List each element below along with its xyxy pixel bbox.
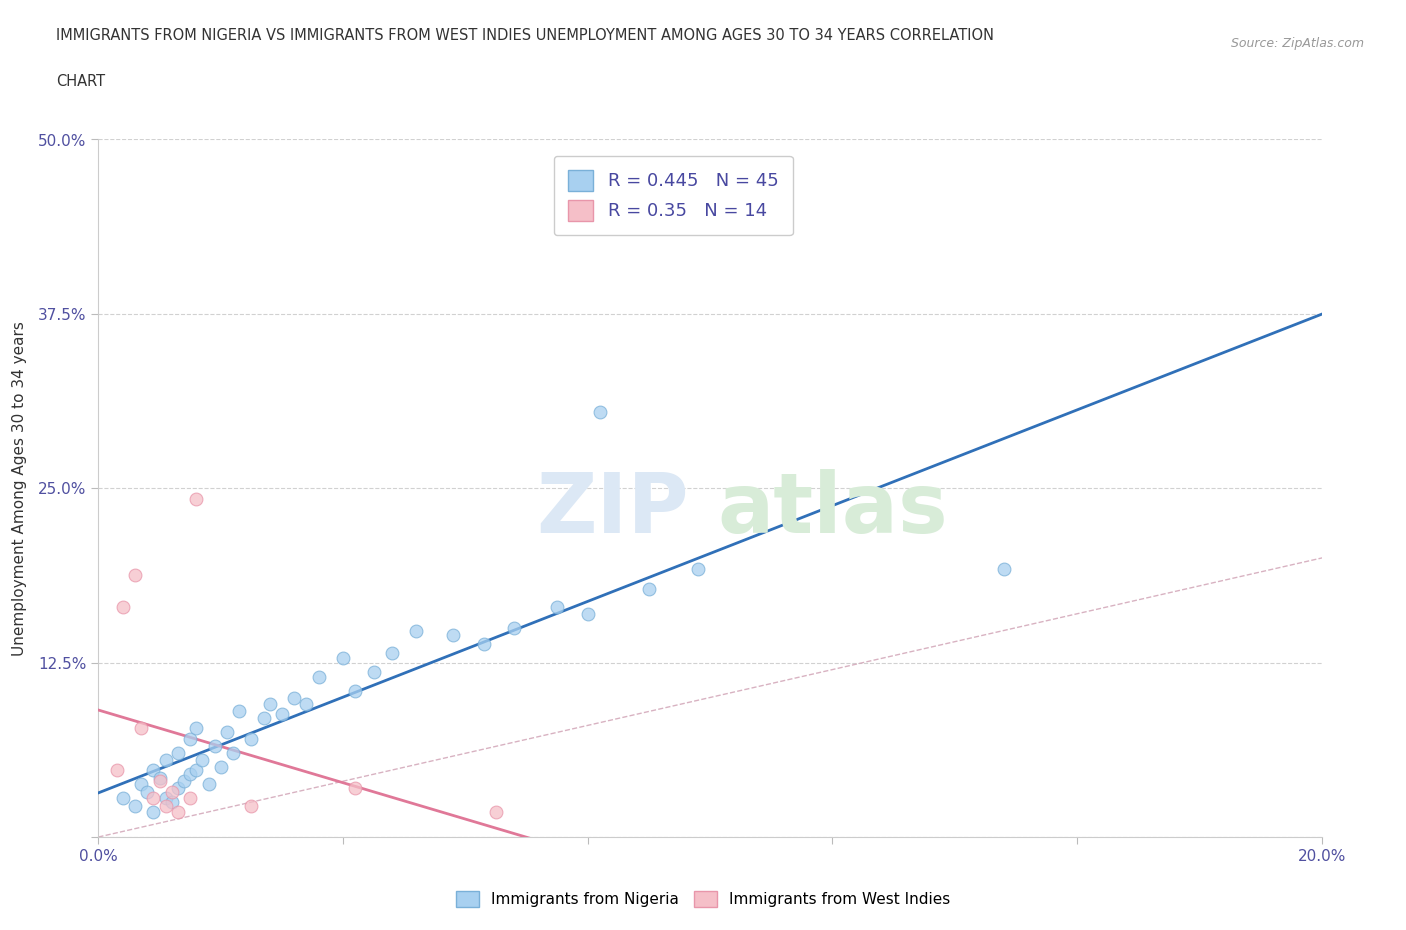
Point [155,799,177,814]
Point [308,670,330,684]
Legend: R = 0.445   N = 45, R = 0.35   N = 14: R = 0.445 N = 45, R = 0.35 N = 14 [554,155,793,235]
Point [179,732,201,747]
Point [259,698,281,712]
Point [129,777,152,791]
Point [167,781,190,796]
Point [993,562,1015,577]
Point [179,766,201,781]
Point [167,746,190,761]
Point [186,763,208,777]
Point [136,785,159,800]
Point [191,753,214,768]
Y-axis label: Unemployment Among Ages 30 to 34 years: Unemployment Among Ages 30 to 34 years [13,321,27,656]
Point [111,600,134,615]
Text: ZIP: ZIP [536,469,689,550]
Point [160,794,183,809]
Point [197,777,219,791]
Point [344,781,367,796]
Point [441,628,464,643]
Text: atlas: atlas [717,469,948,550]
Legend: Immigrants from Nigeria, Immigrants from West Indies: Immigrants from Nigeria, Immigrants from… [450,884,956,913]
Point [186,721,208,736]
Point [142,763,165,777]
Point [344,683,367,698]
Point [240,732,263,747]
Point [589,404,612,418]
Point [160,785,183,800]
Point [283,690,305,705]
Point [381,645,404,660]
Point [155,753,177,768]
Text: CHART: CHART [56,74,105,89]
Point [124,799,146,814]
Point [228,704,250,719]
Text: IMMIGRANTS FROM NIGERIA VS IMMIGRANTS FROM WEST INDIES UNEMPLOYMENT AMONG AGES 3: IMMIGRANTS FROM NIGERIA VS IMMIGRANTS FR… [56,28,994,43]
Point [240,799,263,814]
Point [686,562,709,577]
Point [270,707,292,722]
Point [111,790,134,805]
Text: Source: ZipAtlas.com: Source: ZipAtlas.com [1230,37,1364,50]
Point [252,711,274,725]
Point [149,771,172,786]
Point [472,637,495,652]
Point [105,763,128,777]
Point [363,665,385,680]
Point [149,774,172,789]
Point [129,721,152,736]
Point [179,790,201,805]
Point [503,620,526,635]
Point [142,790,165,805]
Point [173,774,195,789]
Point [485,804,508,819]
Point [155,790,177,805]
Point [209,760,232,775]
Point [142,804,165,819]
Point [186,492,208,507]
Point [204,738,226,753]
Point [222,746,245,761]
Point [576,606,599,621]
Point [332,651,354,666]
Point [124,567,146,582]
Point [546,600,568,615]
Point [637,581,661,596]
Point [295,698,318,712]
Point [405,623,427,638]
Point [215,725,238,740]
Point [167,804,190,819]
